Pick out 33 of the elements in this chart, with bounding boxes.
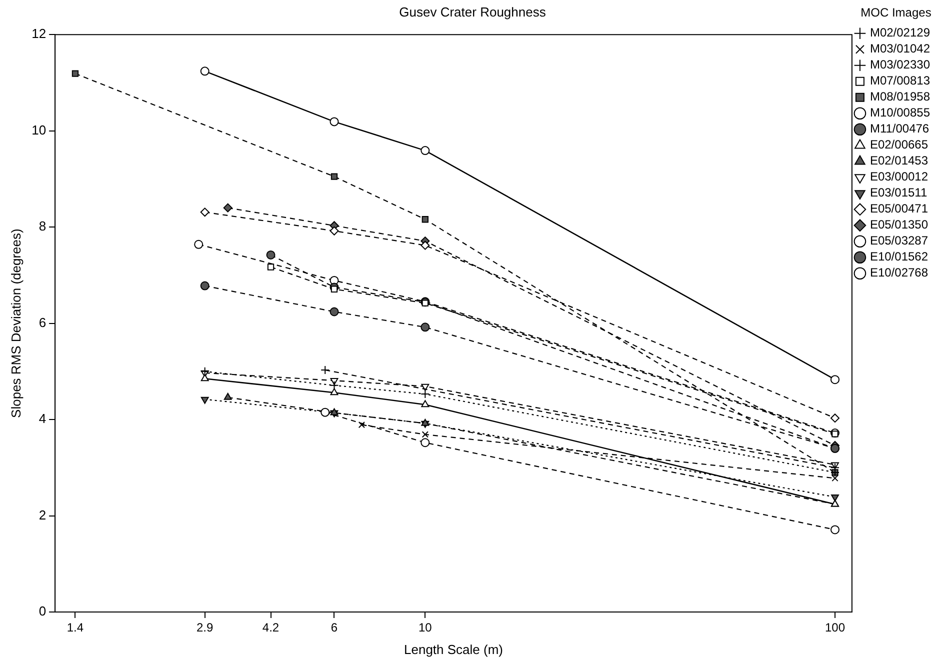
legend-label: E10/02768 [870,266,928,280]
legend-label: E05/00471 [870,202,928,216]
y-axis-title: Slopes RMS Deviation (degrees) [8,228,24,418]
legend-label: M03/01042 [870,42,930,56]
legend-label: E03/01511 [870,186,928,200]
legend-label: E10/01562 [870,250,928,264]
x-tick-label: 1.4 [66,620,84,635]
legend-label: E03/00012 [870,170,928,184]
chart-title: Gusev Crater Roughness [399,4,546,20]
legend-label: E02/01453 [870,154,928,168]
legend-label: E05/03287 [870,234,928,248]
x-tick-label: 10 [418,620,432,635]
legend-title: MOC Images [860,5,932,20]
x-tick-label: 2.9 [196,620,214,635]
y-tick-label: 0 [38,604,46,619]
x-tick-label: 100 [824,620,846,635]
y-tick-label: 2 [38,507,46,522]
y-tick-label: 10 [32,122,46,138]
legend-label: M03/02330 [870,58,930,72]
legend-label: M08/01958 [870,90,930,104]
x-tick-label: 6 [330,620,338,635]
legend-label: M11/00476 [870,122,930,136]
y-tick-label: 8 [38,218,46,234]
legend-label: E02/00665 [870,138,928,152]
legend-label: M10/00855 [870,106,930,120]
x-tick-label: 4.2 [262,620,280,635]
legend-label: M07/00813 [870,74,930,88]
legend-label: M02/02129 [870,26,930,40]
legend-label: E05/01350 [870,218,928,232]
y-tick-label: 6 [38,314,46,330]
y-tick-label: 12 [32,26,46,42]
y-tick-label: 4 [38,411,46,426]
x-axis-title: Length Scale (m) [404,642,504,657]
